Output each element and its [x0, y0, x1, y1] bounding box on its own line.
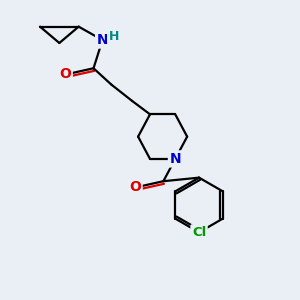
Text: O: O — [59, 67, 71, 81]
Text: N: N — [97, 33, 108, 47]
Text: N: N — [169, 152, 181, 166]
Text: H: H — [109, 30, 119, 43]
Text: Cl: Cl — [192, 226, 206, 239]
Text: O: O — [129, 180, 141, 194]
